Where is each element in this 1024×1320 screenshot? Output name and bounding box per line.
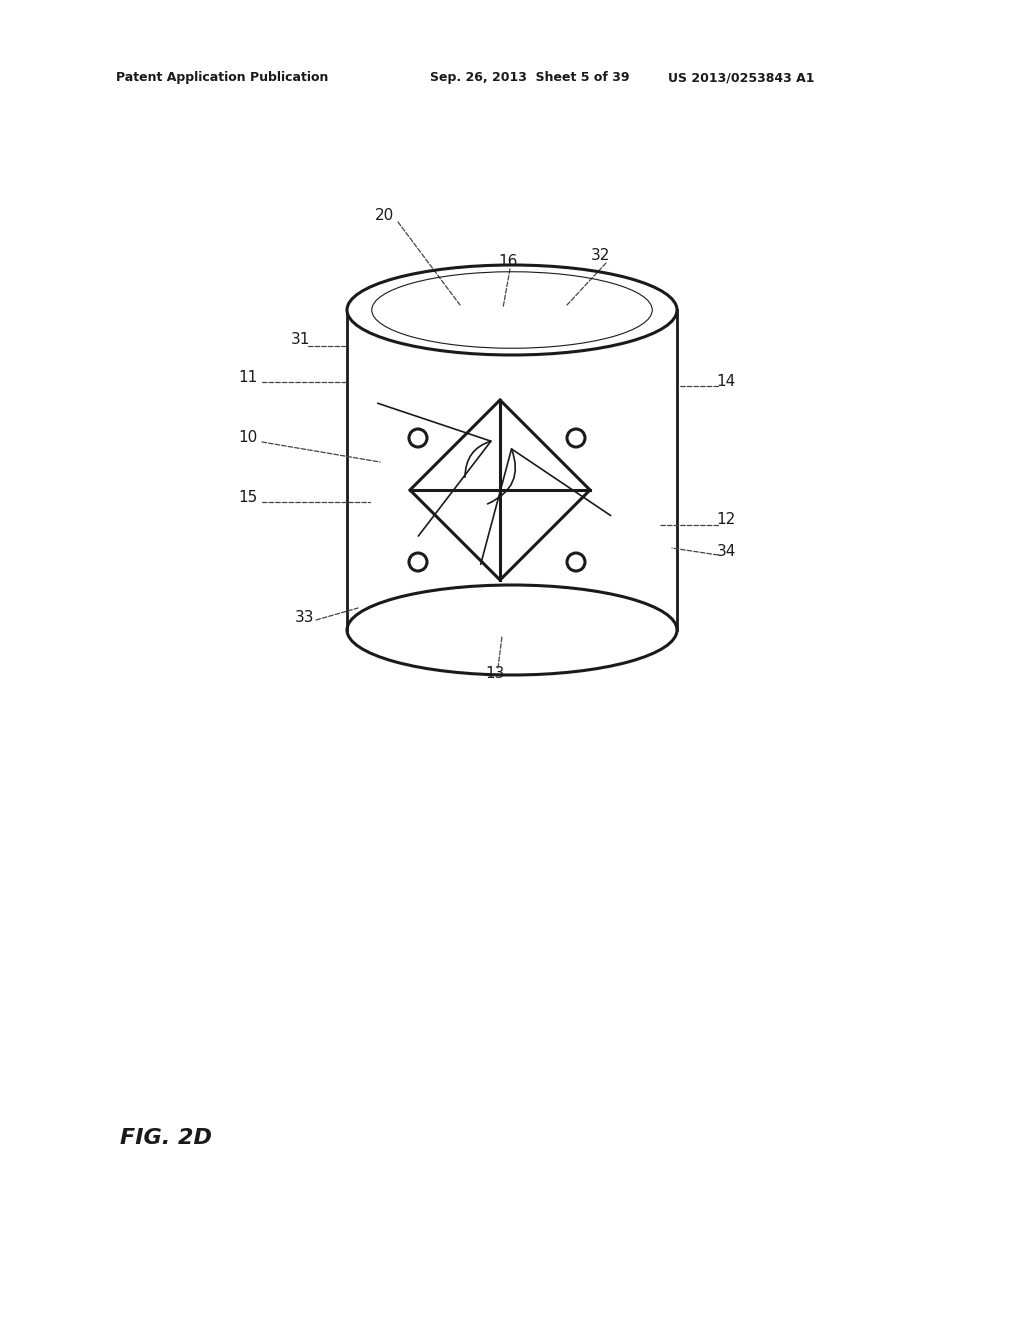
Text: 16: 16: [499, 255, 518, 269]
FancyArrowPatch shape: [378, 403, 490, 536]
FancyArrowPatch shape: [480, 449, 610, 565]
Text: Sep. 26, 2013  Sheet 5 of 39: Sep. 26, 2013 Sheet 5 of 39: [430, 71, 630, 84]
Text: FIG. 2D: FIG. 2D: [120, 1129, 212, 1148]
Polygon shape: [410, 400, 590, 579]
Text: 15: 15: [239, 491, 258, 506]
Text: 20: 20: [376, 207, 394, 223]
Text: 31: 31: [291, 333, 309, 347]
Text: 33: 33: [295, 610, 314, 626]
Ellipse shape: [347, 585, 677, 675]
Circle shape: [567, 429, 585, 447]
Text: Patent Application Publication: Patent Application Publication: [116, 71, 329, 84]
Text: 32: 32: [590, 248, 609, 263]
Circle shape: [409, 553, 427, 572]
Text: US 2013/0253843 A1: US 2013/0253843 A1: [668, 71, 814, 84]
Ellipse shape: [347, 265, 677, 355]
Circle shape: [409, 429, 427, 447]
Text: 34: 34: [717, 544, 735, 560]
Bar: [347, 310, 677, 630]
Text: 11: 11: [239, 371, 258, 385]
Text: 12: 12: [717, 512, 735, 528]
Circle shape: [567, 553, 585, 572]
Text: 10: 10: [239, 430, 258, 446]
Text: 14: 14: [717, 375, 735, 389]
Text: 13: 13: [485, 667, 505, 681]
